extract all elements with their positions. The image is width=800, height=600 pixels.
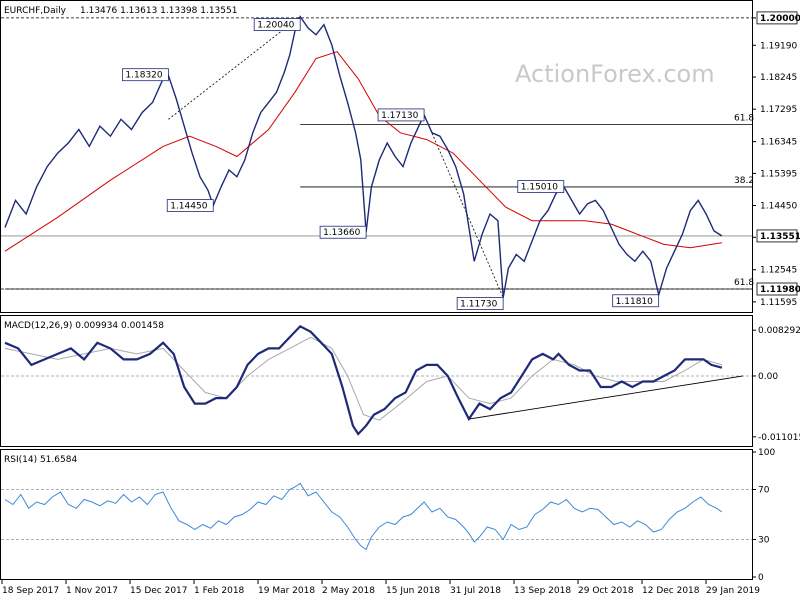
price-y-tick-label: 1.14450: [760, 202, 797, 212]
level-label: 1.20000: [760, 14, 800, 24]
macd-header: MACD(12,26,9) 0.009934 0.001458: [4, 321, 164, 331]
rsi-header: RSI(14) 51.6584: [4, 455, 77, 465]
annotation-label: 1.20040: [257, 21, 294, 31]
fib-label: 61.8: [734, 278, 754, 288]
price-y-tick-label: 1.17295: [760, 105, 797, 115]
x-tick-label: 29 Oct 2018: [578, 586, 634, 596]
macd-plot: 0.008292 0.00 -0.011015: [1, 324, 800, 443]
price-y-tick-label: 1.15395: [760, 169, 797, 179]
x-axis: 18 Sep 2017 1 Nov 2017 15 Dec 2017 1 Feb 20…: [1, 580, 760, 596]
x-tick-label: 29 Jan 2019: [706, 586, 760, 596]
moving-average-line: [4, 51, 722, 252]
annotation-label: 1.14450: [170, 202, 207, 212]
rsi-y-tick-label: 100: [758, 448, 775, 458]
price-plot: 1.20000 1.19190 1.18245 1.17295 1.16345 1.153…: [1, 11, 800, 310]
x-tick-label: 15 Dec 2017: [130, 586, 188, 596]
fib-label: 61.8: [734, 113, 754, 123]
price-header-symbol: EURCHF,Daily: [4, 6, 67, 16]
annotation-box: [517, 180, 565, 193]
annotation-box: [253, 18, 301, 31]
price-header-ohlc: 1.13476 1.13613 1.13398 1.13551: [80, 6, 237, 16]
price-y-tick-label: 1.16345: [760, 138, 797, 148]
trend-line: [423, 114, 504, 298]
annotation-label: 1.13660: [323, 228, 360, 238]
price-y-tick-label: 1.11595: [760, 298, 797, 308]
rsi-pane: [0, 449, 753, 580]
level-label: 1.13551: [760, 232, 800, 242]
x-tick-label: 15 Jun 2018: [386, 586, 440, 596]
level-box: [756, 11, 798, 25]
x-tick-label: 18 Sep 2017: [2, 586, 59, 596]
x-tick-label: 12 Dec 2018: [642, 586, 700, 596]
price-line: [4, 15, 723, 298]
annotation-box: [319, 225, 367, 239]
annotation-box: [377, 108, 425, 122]
rsi-y-tick-label: 30: [758, 536, 770, 546]
macd-y-tick-label: 0.00: [758, 372, 778, 382]
x-tick-label: 19 Mar 2018: [258, 586, 315, 596]
price-y-tick-label: 1.19190: [760, 41, 797, 51]
price-pane: [0, 0, 753, 313]
price-y-tick-label: 1.18245: [760, 73, 797, 83]
annotation-label: 1.17130: [381, 111, 418, 121]
macd-y-tick-label: -0.011015: [758, 433, 800, 443]
x-tick-label: 1 Feb 2018: [194, 586, 245, 596]
annotation-box: [166, 199, 214, 212]
annotation-label: 1.11730: [460, 299, 497, 309]
macd-y-tick-label: 0.008292: [758, 326, 800, 336]
fib-label: 38.2: [734, 176, 754, 186]
x-tick-label: 13 Sep 2018: [514, 586, 571, 596]
rsi-line: [4, 482, 723, 551]
watermark: ActionForex.com: [515, 60, 715, 88]
trend-line: [168, 16, 301, 120]
macd-trend-line: [468, 375, 744, 420]
x-tick-label: 31 Jul 2018: [450, 586, 501, 596]
level-box: [756, 282, 798, 296]
macd-pane: [0, 315, 753, 447]
annotation-box: [456, 297, 504, 310]
annotation-label: 1.18320: [125, 71, 162, 81]
annotation-label: 1.15010: [521, 183, 558, 193]
x-tick-label: 2 May 2018: [322, 586, 375, 596]
annotation-label: 1.11810: [616, 297, 653, 307]
x-tick-label: 1 Nov 2017: [66, 586, 118, 596]
price-y-tick-label: 1.12545: [760, 266, 797, 276]
rsi-plot: 100 70 30 0: [1, 448, 775, 583]
rsi-y-tick-label: 70: [758, 486, 770, 496]
level-label: 1.11980: [760, 285, 800, 295]
annotation-box: [122, 68, 169, 82]
macd-line: [4, 324, 723, 436]
annotation-box: [612, 294, 660, 308]
level-box: [756, 229, 798, 243]
rsi-y-tick-label: 0: [758, 573, 764, 583]
